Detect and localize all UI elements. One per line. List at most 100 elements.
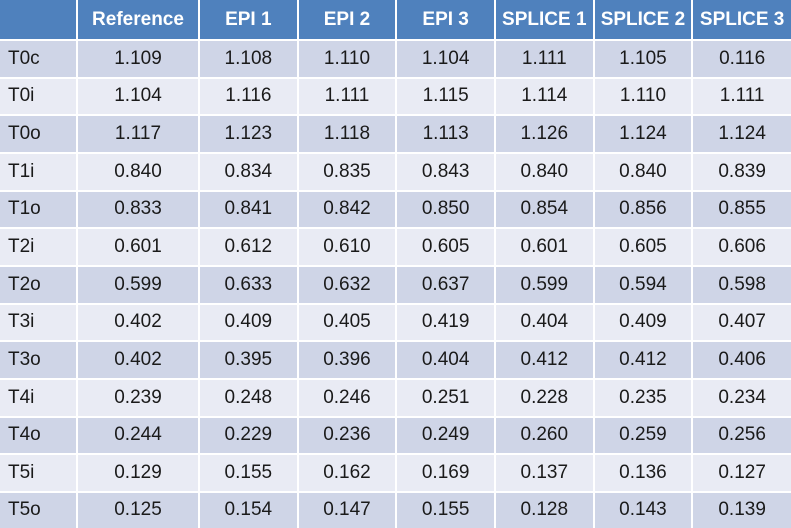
table-cell: 0.239 [77,378,200,418]
table-cell: 0.236 [297,416,398,456]
table-cell: 0.839 [692,152,791,192]
table-cell: 0.251 [396,378,496,418]
table-cell: 0.155 [396,491,496,528]
table-cell: 1.111 [692,77,791,117]
header-cell-splice1: SPLICE 1 [494,0,595,41]
table-cell: 0.246 [297,378,398,418]
table-cell: 0.249 [396,416,496,456]
table-row: T0o 1.117 1.123 1.118 1.113 1.126 1.124 1.124 [0,115,791,154]
table-cell: 0.228 [494,378,595,418]
table-cell: 0.843 [396,152,496,192]
table-cell: 0.612 [199,228,299,267]
table-cell: 0.409 [593,303,694,343]
table-cell: 1.104 [77,77,200,117]
header-row: Reference EPI 1 EPI 2 EPI 3 SPLICE 1 SPL… [0,0,791,41]
table-cell: 0.412 [494,341,595,380]
table-row: T2i 0.601 0.612 0.610 0.605 0.601 0.605 0.606 [0,228,791,267]
table-body: T0c 1.109 1.108 1.110 1.104 1.111 1.105 0.116 T0… [0,40,791,528]
row-label: T4o [0,416,78,456]
table-cell: 0.137 [494,454,595,493]
table-cell: 0.835 [297,152,398,192]
table-cell: 0.395 [199,341,299,380]
table-cell: 0.841 [199,190,299,230]
table-cell: 0.259 [593,416,694,456]
table-row: T0c 1.109 1.108 1.110 1.104 1.111 1.105 0.116 [0,40,791,79]
header-cell-splice3: SPLICE 3 [692,0,791,41]
table-row: T0i 1.104 1.116 1.111 1.115 1.114 1.110 1.111 [0,77,791,117]
table-cell: 0.154 [199,491,299,528]
table-cell: 0.599 [77,265,200,305]
row-label: T5o [0,491,78,528]
table-cell: 0.594 [593,265,694,305]
table-cell: 1.124 [692,115,791,154]
table-cell: 0.235 [593,378,694,418]
row-label: T3i [0,303,78,343]
table-cell: 0.834 [199,152,299,192]
row-label: T1o [0,190,78,230]
table-row: T3i 0.402 0.409 0.405 0.419 0.404 0.409 0.407 [0,303,791,343]
table-cell: 0.169 [396,454,496,493]
table-cell: 0.637 [396,265,496,305]
table-cell: 0.854 [494,190,595,230]
table-cell: 1.111 [494,40,595,79]
table-cell: 0.402 [77,303,200,343]
table-cell: 0.840 [593,152,694,192]
table-cell: 0.155 [199,454,299,493]
table-cell: 1.113 [396,115,496,154]
table-cell: 0.599 [494,265,595,305]
table-cell: 1.105 [593,40,694,79]
table-cell: 0.856 [593,190,694,230]
table-cell: 0.598 [692,265,791,305]
table-cell: 0.407 [692,303,791,343]
table-cell: 0.136 [593,454,694,493]
table-cell: 1.110 [297,40,398,79]
table-cell: 1.116 [199,77,299,117]
table-cell: 0.402 [77,341,200,380]
table-cell: 0.147 [297,491,398,528]
table-row: T3o 0.402 0.395 0.396 0.404 0.412 0.412 0.406 [0,341,791,380]
table-cell: 0.840 [77,152,200,192]
table-cell: 0.404 [494,303,595,343]
table-cell: 0.842 [297,190,398,230]
table-cell: 0.633 [199,265,299,305]
table-cell: 0.605 [396,228,496,267]
table-cell: 0.405 [297,303,398,343]
table-cell: 0.229 [199,416,299,456]
row-label: T0o [0,115,78,154]
table-cell: 0.127 [692,454,791,493]
table-cell: 0.162 [297,454,398,493]
row-label: T0i [0,77,78,117]
table-row: T1i 0.840 0.834 0.835 0.843 0.840 0.840 0.839 [0,152,791,192]
table-cell: 0.850 [396,190,496,230]
table-cell: 1.108 [199,40,299,79]
table-cell: 0.116 [692,40,791,79]
header-cell-reference: Reference [77,0,200,41]
table-cell: 0.610 [297,228,398,267]
row-label: T4i [0,378,78,418]
table-cell: 0.601 [494,228,595,267]
table-cell: 0.396 [297,341,398,380]
table-cell: 0.244 [77,416,200,456]
header-cell-corner [0,0,78,41]
table-row: T1o 0.833 0.841 0.842 0.850 0.854 0.856 0.855 [0,190,791,230]
table-row: T4o 0.244 0.229 0.236 0.249 0.260 0.259 0.256 [0,416,791,456]
table-cell: 0.419 [396,303,496,343]
table-cell: 1.118 [297,115,398,154]
table-cell: 1.104 [396,40,496,79]
table-cell: 0.412 [593,341,694,380]
table-cell: 0.256 [692,416,791,456]
table-cell: 1.115 [396,77,496,117]
header-cell-epi2: EPI 2 [297,0,398,41]
table-cell: 0.248 [199,378,299,418]
table-row: T4i 0.239 0.248 0.246 0.251 0.228 0.235 0.234 [0,378,791,418]
table-cell: 1.111 [297,77,398,117]
row-label: T1i [0,152,78,192]
row-label: T5i [0,454,78,493]
header-cell-splice2: SPLICE 2 [593,0,694,41]
table-cell: 0.606 [692,228,791,267]
table-cell: 0.840 [494,152,595,192]
header-cell-epi1: EPI 1 [199,0,299,41]
table-cell: 0.260 [494,416,595,456]
